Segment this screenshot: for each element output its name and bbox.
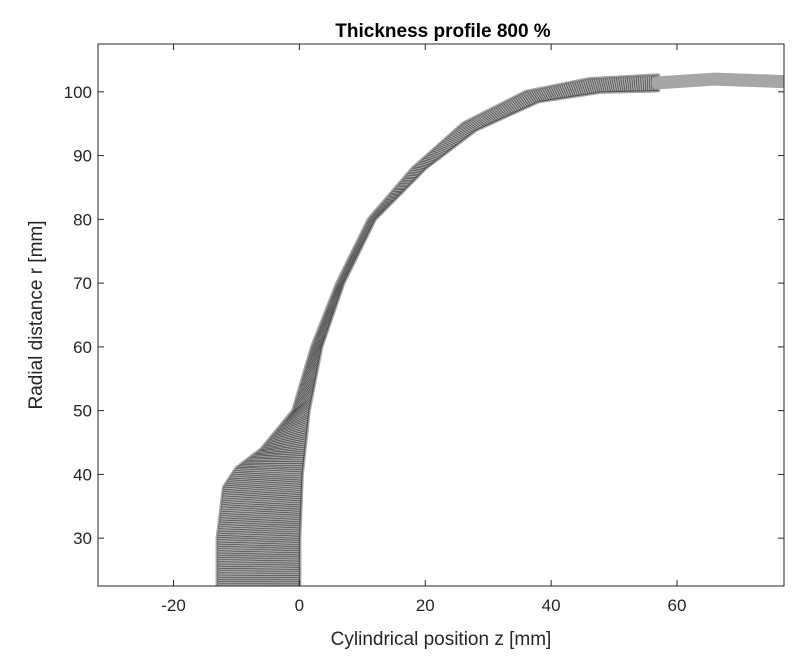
chart-title: Thickness profile 800 % bbox=[335, 21, 551, 42]
y-tick-label: 90 bbox=[73, 147, 92, 166]
y-tick-label: 100 bbox=[64, 83, 92, 102]
x-axis-label: Cylindrical position z [mm] bbox=[331, 629, 552, 650]
x-tick-label: 20 bbox=[416, 596, 435, 615]
y-tick-label: 30 bbox=[73, 529, 92, 548]
y-axis-label: Radial distance r [mm] bbox=[26, 220, 47, 409]
x-tick-label: 0 bbox=[295, 596, 304, 615]
thickness-hatch-lines bbox=[217, 75, 659, 586]
outer-surface-line bbox=[216, 74, 659, 586]
plot-area-frame bbox=[97, 43, 785, 587]
thickness-band bbox=[215, 73, 661, 586]
x-tick-label: 60 bbox=[668, 596, 687, 615]
right-extension-band bbox=[651, 72, 784, 90]
y-tick-label: 60 bbox=[73, 338, 92, 357]
y-tick-label: 80 bbox=[73, 210, 92, 229]
inner-surface-line bbox=[298, 89, 659, 586]
y-tick-label: 70 bbox=[73, 274, 92, 293]
x-tick-label: -20 bbox=[161, 596, 186, 615]
y-tick-label: 50 bbox=[73, 402, 92, 421]
x-tick-label: 40 bbox=[542, 596, 561, 615]
y-tick-label: 40 bbox=[73, 465, 92, 484]
